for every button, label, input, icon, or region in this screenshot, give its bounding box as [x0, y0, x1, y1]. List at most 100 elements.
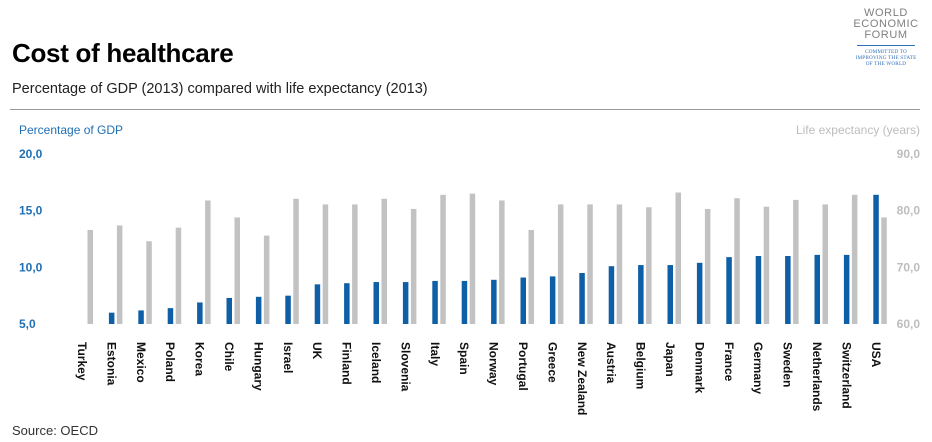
logo-word-3: FORUM	[864, 29, 908, 41]
gdp-bar	[373, 282, 379, 324]
gdp-bar	[255, 296, 262, 324]
gdp-bar	[197, 302, 203, 324]
gdp-bar	[667, 265, 673, 324]
chart-title: Cost of healthcare	[12, 38, 234, 68]
gdp-bar	[520, 277, 526, 324]
life-expectancy-bar	[675, 192, 681, 324]
logo-divider	[857, 45, 915, 46]
life-expectancy-bar	[851, 194, 858, 324]
logo-word-1: WORLD	[864, 7, 908, 19]
logo-tagline-1: COMMITTED TO	[865, 49, 907, 55]
gdp-bar	[491, 279, 497, 324]
gdp-bar	[138, 310, 144, 324]
right-axis-tick: 70,0	[897, 260, 921, 274]
gdp-bar	[755, 256, 762, 324]
country-label: Belgium	[634, 342, 648, 389]
gdp-bar	[314, 284, 321, 324]
life-expectancy-bar	[146, 241, 152, 324]
country-label: Portugal	[516, 342, 530, 391]
gdp-bar	[608, 266, 615, 324]
life-expectancy-bar	[175, 227, 182, 324]
right-axis-tick: 80,0	[897, 204, 921, 218]
life-expectancy-bar	[763, 206, 770, 324]
country-label: Switzerland	[839, 342, 853, 409]
gdp-bar	[402, 282, 409, 324]
country-label: Mexico	[134, 342, 148, 383]
country-label: Spain	[457, 342, 471, 375]
life-expectancy-bar	[440, 194, 446, 324]
wef-logo: WORLD ECONOMIC FORUM COMMITTED TO IMPROV…	[848, 8, 924, 88]
country-label: Israel	[281, 342, 295, 373]
country-label: Austria	[604, 342, 618, 384]
country-label: Germany	[751, 342, 765, 394]
life-expectancy-bar	[381, 198, 387, 324]
gdp-bar	[461, 280, 468, 324]
life-expectancy-bar	[616, 204, 623, 324]
country-label: Finland	[340, 342, 354, 385]
life-expectancy-bar	[587, 204, 593, 324]
logo-tagline-2: IMPROVING THE STATE	[855, 55, 917, 61]
life-expectancy-bar	[293, 198, 299, 324]
country-label: France	[722, 342, 736, 382]
life-expectancy-bar	[352, 204, 358, 324]
life-expectancy-bar	[205, 200, 211, 324]
right-axis-tick: 90,0	[897, 147, 921, 161]
left-axis-title: Percentage of GDP	[19, 123, 123, 137]
gdp-bar	[226, 297, 232, 324]
life-expectancy-bar	[793, 199, 799, 324]
country-label: Sweden	[781, 342, 795, 387]
gdp-bar	[344, 283, 350, 324]
left-axis-tick: 10,0	[19, 260, 43, 274]
gdp-bar	[285, 295, 291, 324]
country-label: Turkey	[75, 342, 89, 381]
life-expectancy-bar	[469, 193, 476, 324]
life-expectancy-bar	[646, 207, 652, 324]
country-label: Iceland	[369, 342, 383, 383]
life-expectancy-bar	[704, 208, 711, 324]
logo-tagline-3: OF THE WORLD	[865, 61, 907, 67]
chart-subtitle: Percentage of GDP (2013) compared with l…	[12, 81, 428, 97]
life-expectancy-bar	[410, 208, 417, 324]
country-label: New Zealand	[575, 342, 589, 415]
left-axis-tick: 5,0	[19, 317, 36, 331]
gdp-bar	[785, 256, 791, 324]
country-label: UK	[310, 342, 324, 360]
country-label: USA	[869, 342, 883, 368]
gdp-bar	[873, 194, 879, 324]
country-label: Denmark	[692, 342, 706, 394]
logo-word-2: ECONOMIC	[853, 18, 919, 30]
life-expectancy-bar	[528, 229, 534, 324]
country-label: Netherlands	[810, 342, 824, 412]
life-expectancy-bar	[116, 225, 123, 324]
country-label: Korea	[193, 342, 207, 376]
gdp-bar	[167, 308, 174, 324]
life-expectancy-bar	[557, 204, 564, 324]
gdp-bar	[638, 265, 644, 324]
life-expectancy-bar	[881, 217, 887, 324]
life-expectancy-bar	[322, 204, 329, 324]
life-expectancy-bar	[87, 229, 93, 324]
right-axis-tick: 60,0	[897, 317, 921, 331]
gdp-bar	[726, 257, 732, 324]
country-label: Slovenia	[398, 342, 412, 392]
right-axis-title: Life expectancy (years)	[796, 123, 920, 137]
gdp-bar	[843, 254, 850, 324]
country-label: Norway	[487, 342, 501, 386]
header-divider	[10, 109, 920, 110]
life-expectancy-bar	[234, 217, 240, 324]
gdp-bar	[108, 312, 115, 324]
source-note: Source: OECD	[12, 423, 98, 438]
left-axis-tick: 15,0	[19, 204, 43, 218]
life-expectancy-bar	[822, 204, 828, 324]
life-expectancy-bar	[263, 235, 270, 324]
gdp-bar	[696, 262, 703, 324]
gdp-bar	[549, 276, 556, 324]
country-label: Estonia	[104, 342, 118, 386]
life-expectancy-bar	[499, 200, 505, 324]
country-label: Greece	[545, 342, 559, 383]
country-label: Poland	[163, 342, 177, 382]
gdp-bar	[432, 280, 438, 324]
gdp-bar	[814, 254, 820, 324]
life-expectancy-bar	[734, 198, 740, 324]
